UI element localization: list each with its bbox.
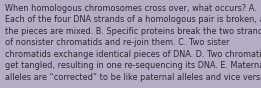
Text: of nonsister chromatids and re-join them. C. Two sister: of nonsister chromatids and re-join them… [5,38,229,47]
Text: Each of the four DNA strands of a homologous pair is broken, and: Each of the four DNA strands of a homolo… [5,15,261,24]
Text: the pieces are mixed. B. Specific proteins break the two strands: the pieces are mixed. B. Specific protei… [5,27,261,36]
Text: get tangled, resulting in one re-sequencing its DNA. E. Maternal: get tangled, resulting in one re-sequenc… [5,61,261,70]
Text: alleles are “corrected” to be like paternal alleles and vice versa.: alleles are “corrected” to be like pater… [5,73,261,82]
Text: chromatids exchange identical pieces of DNA. D. Two chromatids: chromatids exchange identical pieces of … [5,50,261,59]
Text: When homologous chromosomes cross over, what occurs? A.: When homologous chromosomes cross over, … [5,4,256,12]
